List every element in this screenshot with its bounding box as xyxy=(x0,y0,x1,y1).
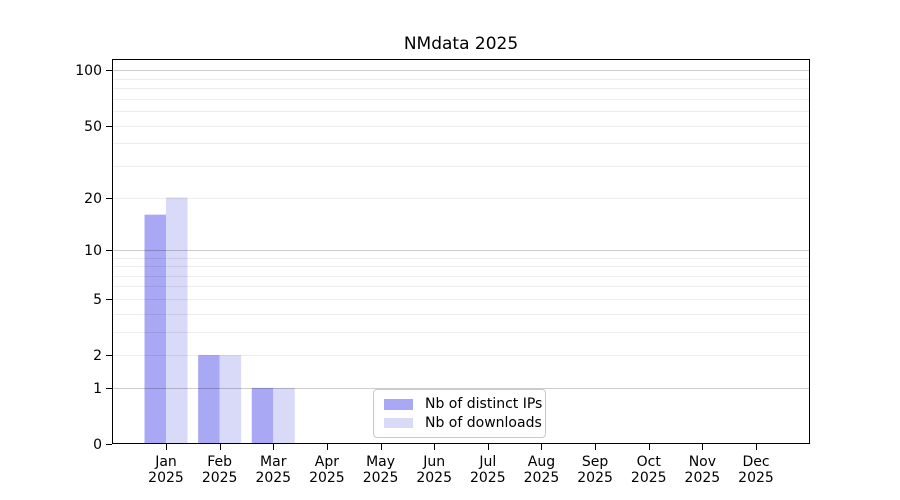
y-tick-label-0: 0 xyxy=(93,437,102,453)
bar-feb-distinct-ips xyxy=(198,355,220,444)
x-tick-label-month-aug: Aug xyxy=(528,454,555,470)
y-tick-label-1: 1 xyxy=(93,381,102,397)
x-tick-label-year-sep: 2025 xyxy=(577,470,613,486)
x-tick-label-month-jul: Jul xyxy=(478,454,496,470)
bar-feb-downloads xyxy=(219,355,242,444)
x-tick-label-month-jun: Jun xyxy=(422,454,445,470)
x-tick-label-year-apr: 2025 xyxy=(309,470,345,486)
y-tick-label-50: 50 xyxy=(84,119,102,135)
y-tick-label-5: 5 xyxy=(93,292,102,308)
x-tick-label-month-apr: Apr xyxy=(315,454,339,470)
x-tick-label-year-may: 2025 xyxy=(363,470,399,486)
x-tick-label-year-aug: 2025 xyxy=(524,470,560,486)
x-tick-label-month-oct: Oct xyxy=(637,454,662,470)
x-tick-label-year-jul: 2025 xyxy=(470,470,506,486)
legend-label-distinct-ips: Nb of distinct IPs xyxy=(425,396,543,413)
plot-border xyxy=(112,59,810,444)
chart-title: NMdata 2025 xyxy=(403,34,519,54)
legend-swatch-distinct-ips xyxy=(384,399,413,410)
legend-item-downloads: Nb of downloads xyxy=(384,414,542,433)
y-tick-label-100: 100 xyxy=(75,63,102,79)
x-tick-label-year-jun: 2025 xyxy=(416,470,452,486)
bar-jan-distinct-ips xyxy=(144,214,166,444)
x-tick-label-month-may: May xyxy=(366,454,395,470)
x-tick-label-year-mar: 2025 xyxy=(255,470,291,486)
bar-mar-distinct-ips xyxy=(251,387,274,444)
x-tick-label-month-mar: Mar xyxy=(260,454,287,470)
y-tick-label-20: 20 xyxy=(84,191,102,207)
x-tick-label-month-dec: Dec xyxy=(742,454,769,470)
legend-swatch-downloads xyxy=(384,417,413,428)
x-tick-label-year-feb: 2025 xyxy=(202,470,238,486)
bar-jan-downloads xyxy=(166,197,188,444)
x-tick-label-month-sep: Sep xyxy=(582,454,609,470)
x-tick-label-year-nov: 2025 xyxy=(685,470,721,486)
x-tick-label-year-dec: 2025 xyxy=(738,470,774,486)
legend-item-distinct-ips: Nb of distinct IPs xyxy=(384,395,542,414)
x-tick-label-month-nov: Nov xyxy=(689,454,716,470)
bar-mar-downloads xyxy=(273,387,295,444)
x-tick-label-year-jan: 2025 xyxy=(148,470,184,486)
y-tick-label-10: 10 xyxy=(84,243,102,259)
legend: Nb of distinct IPs Nb of downloads xyxy=(373,389,546,438)
legend-label-downloads: Nb of downloads xyxy=(425,414,542,431)
x-tick-label-month-feb: Feb xyxy=(207,454,232,470)
x-tick-label-month-jan: Jan xyxy=(154,454,177,470)
x-tick-label-year-oct: 2025 xyxy=(631,470,667,486)
y-tick-label-2: 2 xyxy=(93,348,102,364)
